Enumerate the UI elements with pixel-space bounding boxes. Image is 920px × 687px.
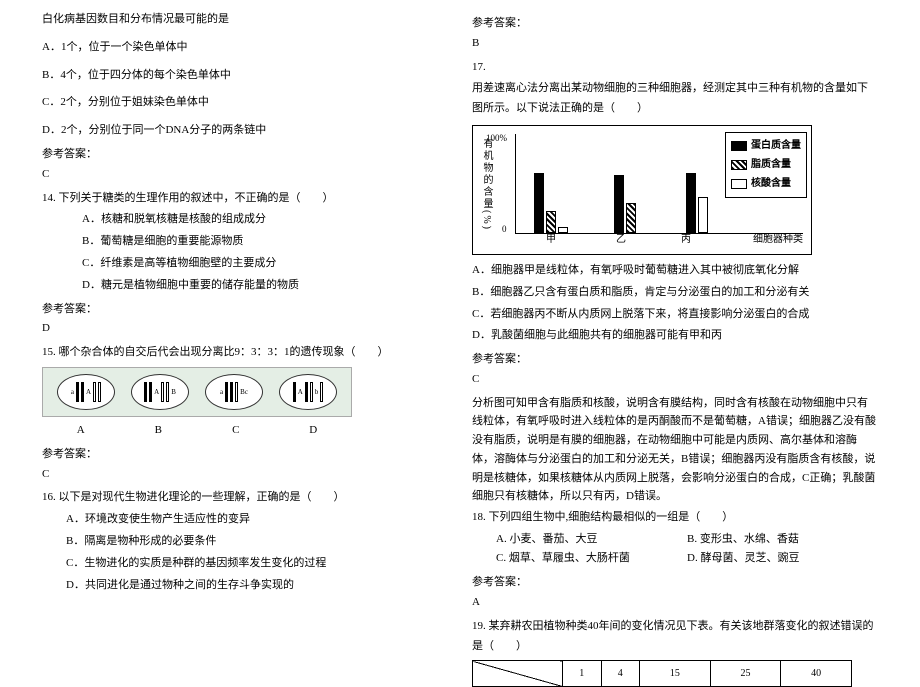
chart-legend: 蛋白质含量 脂质含量 核酸含量 bbox=[725, 132, 807, 198]
q16-option-b: B．隔离是物种形成的必要条件 bbox=[42, 532, 448, 552]
left-column: 白化病基因数目和分布情况最可能的是 A．1个，位于一个染色单体中 B．4个，位于… bbox=[30, 10, 460, 641]
q18-options-row2: C. 烟草、草履虫、大肠杆菌 D. 酵母菌、灵芝、豌豆 bbox=[472, 549, 878, 569]
table-cell: 4 bbox=[601, 661, 640, 687]
q18-stem: 18. 下列四组生物中,细胞结构最相似的一组是（ ） bbox=[472, 508, 878, 528]
q15-option-labels: A B C D bbox=[42, 421, 352, 441]
q17-option-c: C．若细胞器丙不断从内质网上脱落下来，将直接影响分泌蛋白的合成 bbox=[472, 305, 878, 325]
q17-option-b: B．细胞器乙只含有蛋白质和脂质，肯定与分泌蛋白的加工和分泌有关 bbox=[472, 283, 878, 303]
q19-table: 1 4 15 25 40 bbox=[472, 660, 852, 687]
table-header-diag bbox=[473, 661, 563, 687]
q15-label-b: B bbox=[120, 421, 198, 441]
q13-option-b: B．4个，位于四分体的每个染色单体中 bbox=[42, 66, 448, 86]
q14-answer: D bbox=[42, 319, 448, 339]
table-cell: 15 bbox=[640, 661, 711, 687]
q14-option-c: C．纤维素是高等植物细胞壁的主要成分 bbox=[42, 254, 448, 274]
x-label: 甲 bbox=[516, 231, 586, 249]
table-cell: 1 bbox=[563, 661, 602, 687]
q18-option-c: C. 烟草、草履虫、大肠杆菌 bbox=[496, 549, 687, 569]
legend-text: 核酸含量 bbox=[751, 175, 791, 193]
q13-option-c: C．2个，分别位于姐妹染色单体中 bbox=[42, 93, 448, 113]
y-axis-label: 有机物的含量(%) bbox=[477, 138, 495, 231]
q13-answer: C bbox=[42, 165, 448, 185]
x-label: 细胞器种类 bbox=[716, 231, 803, 249]
bar-chart: 有机物的含量(%) 100% 0 甲 乙 丙 细胞器种类 蛋白质含量 脂质含量 … bbox=[472, 125, 812, 255]
q16-answer: B bbox=[472, 34, 878, 54]
q14-option-d: D．糖元是植物细胞中重要的储存能量的物质 bbox=[42, 276, 448, 296]
q16-option-a: A．环境改变使生物产生适应性的变异 bbox=[42, 510, 448, 530]
bar bbox=[546, 211, 556, 233]
q15-answer: C bbox=[42, 465, 448, 485]
right-column: 参考答案： B 17. 用差速离心法分离出某动物细胞的三种细胞器，经测定其中三种… bbox=[460, 10, 890, 641]
y-tick-top: 100% bbox=[486, 130, 507, 146]
q17-option-a: A．细胞器甲是线粒体，有氧呼吸时葡萄糖进入其中被彻底氧化分解 bbox=[472, 261, 878, 281]
bar bbox=[698, 197, 708, 233]
legend-swatch-hollow bbox=[731, 179, 747, 189]
bar bbox=[534, 173, 544, 233]
q17-explanation: 分析图可知甲含有脂质和核酸，说明含有膜结构，同时含有核酸在动物细胞中只有线粒体，… bbox=[472, 394, 878, 506]
q17-option-d: D．乳酸菌细胞与此细胞共有的细胞器可能有甲和丙 bbox=[472, 326, 878, 346]
legend-swatch-hatch bbox=[731, 160, 747, 170]
q15-label-d: D bbox=[275, 421, 353, 441]
answer-label: 参考答案： bbox=[472, 350, 878, 370]
q13-option-a: A．1个，位于一个染色单体中 bbox=[42, 38, 448, 58]
table-cell: 40 bbox=[781, 661, 852, 687]
q14-stem: 14. 下列关于糖类的生理作用的叙述中，不正确的是（ ） bbox=[42, 189, 448, 209]
cell-c: a Bc bbox=[205, 374, 263, 410]
answer-label: 参考答案： bbox=[472, 573, 878, 593]
legend-text: 脂质含量 bbox=[751, 156, 791, 174]
q17-num: 17. bbox=[472, 58, 878, 78]
q18-option-d: D. 酵母菌、灵芝、豌豆 bbox=[687, 549, 878, 569]
genetics-diagram: a A A B a Bc A b bbox=[42, 367, 352, 417]
x-axis-labels: 甲 乙 丙 细胞器种类 bbox=[516, 231, 803, 249]
q18-option-b: B. 变形虫、水绵、香菇 bbox=[687, 530, 878, 550]
x-label: 丙 bbox=[656, 231, 716, 249]
q16-option-d: D．共同进化是通过物种之间的生存斗争实现的 bbox=[42, 576, 448, 596]
cell-d: A b bbox=[279, 374, 337, 410]
q15-label-c: C bbox=[197, 421, 275, 441]
y-tick-bottom: 0 bbox=[502, 221, 507, 237]
answer-label: 参考答案： bbox=[42, 145, 448, 165]
q14-option-a: A．核糖和脱氧核糖是核酸的组成成分 bbox=[42, 210, 448, 230]
q16-stem: 16. 以下是对现代生物进化理论的一些理解，正确的是（ ） bbox=[42, 488, 448, 508]
x-label: 乙 bbox=[586, 231, 656, 249]
q16-option-c: C．生物进化的实质是种群的基因频率发生变化的过程 bbox=[42, 554, 448, 574]
q18-option-a: A. 小麦、番茄、大豆 bbox=[496, 530, 687, 550]
bar bbox=[626, 203, 636, 233]
cell-b: A B bbox=[131, 374, 189, 410]
cell-a: a A bbox=[57, 374, 115, 410]
q14-option-b: B．葡萄糖是细胞的重要能源物质 bbox=[42, 232, 448, 252]
answer-label: 参考答案： bbox=[42, 445, 448, 465]
table-cell: 25 bbox=[710, 661, 781, 687]
q18-options-row1: A. 小麦、番茄、大豆 B. 变形虫、水绵、香菇 bbox=[472, 530, 878, 550]
q17-stem: 用差速离心法分离出某动物细胞的三种细胞器，经测定其中三种有机物的含量如下图所示。… bbox=[472, 79, 878, 119]
legend-swatch-solid bbox=[731, 141, 747, 151]
answer-label: 参考答案： bbox=[42, 300, 448, 320]
q15-label-a: A bbox=[42, 421, 120, 441]
bar bbox=[614, 175, 624, 233]
q17-answer: C bbox=[472, 370, 878, 390]
q13-option-d: D．2个，分别位于同一个DNA分子的两条链中 bbox=[42, 121, 448, 141]
legend-text: 蛋白质含量 bbox=[751, 137, 801, 155]
q15-stem: 15. 哪个杂合体的自交后代会出现分离比9：3：3：1的遗传现象（ ） bbox=[42, 343, 448, 363]
bar bbox=[686, 173, 696, 233]
q13-stem: 白化病基因数目和分布情况最可能的是 bbox=[42, 10, 448, 30]
answer-label: 参考答案： bbox=[472, 14, 878, 34]
q18-answer: A bbox=[472, 593, 878, 613]
